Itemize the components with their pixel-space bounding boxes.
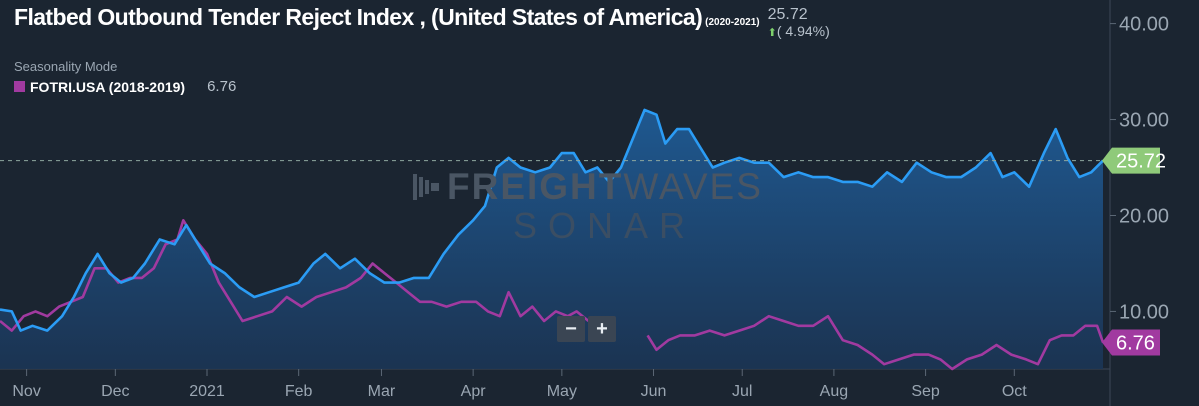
primary-value-badge-shape — [1102, 147, 1160, 174]
legend-swatch — [14, 81, 25, 92]
x-tick-label: Sep — [911, 383, 940, 400]
x-tick-label: Nov — [12, 383, 40, 400]
y-tick-label: 40.00 — [1119, 14, 1169, 36]
x-tick-label: Feb — [285, 383, 313, 400]
change-value: ( 4.94%) — [776, 23, 830, 39]
comparison-value-badge-shape — [1102, 329, 1160, 356]
current-value-block: 25.72 ⬆( 4.94%) — [768, 7, 830, 41]
chart-title: Flatbed Outbound Tender Reject Index , (… — [14, 4, 703, 30]
zoom-out-button[interactable]: − — [557, 316, 585, 342]
x-tick-label: May — [547, 383, 577, 400]
x-tick-label: Aug — [820, 383, 848, 400]
title-row: Flatbed Outbound Tender Reject Index , (… — [14, 4, 830, 47]
x-tick-label: Jun — [641, 383, 667, 400]
comparison-line — [646, 314, 1105, 371]
zoom-in-button[interactable]: + — [588, 316, 616, 342]
current-value: 25.72 — [767, 6, 808, 23]
y-tick-label: 20.00 — [1119, 205, 1169, 227]
up-arrow-icon: ⬆ — [767, 27, 777, 39]
value-badges: 25.72 6.76 — [1102, 147, 1166, 356]
x-tick-label: Dec — [101, 383, 129, 400]
x-tick-label: Oct — [1002, 383, 1027, 400]
comparison-series — [0, 219, 1105, 371]
primary-area-fill — [0, 109, 1103, 370]
legend-item-comparison[interactable]: FOTRI.USA (2018-2019) 6.76 — [14, 78, 830, 95]
x-tick-label: Jul — [732, 383, 752, 400]
x-tick-label: Mar — [368, 383, 396, 400]
y-tick-label: 10.00 — [1119, 301, 1169, 323]
comparison-line — [0, 219, 590, 332]
y-tick-label: 30.00 — [1119, 110, 1169, 132]
legend-label: FOTRI.USA (2018-2019) — [30, 78, 186, 95]
chart-period: (2020-2021) — [705, 17, 760, 28]
chart-header: Flatbed Outbound Tender Reject Index , (… — [14, 4, 830, 95]
primary-area — [0, 109, 1103, 370]
legend-value: 6.76 — [207, 78, 237, 95]
change-block: ⬆( 4.94%) — [768, 23, 830, 41]
primary-value-badge-label: 25.72 — [1116, 151, 1166, 173]
x-tick-label: Apr — [461, 383, 487, 400]
x-tick-label: 2021 — [189, 383, 225, 400]
zoom-controls: − + — [557, 316, 619, 342]
comparison-value-badge-label: 6.76 — [1116, 333, 1155, 355]
seasonality-mode-label: Seasonality Mode — [14, 59, 118, 74]
axes: Nov Dec 2021 Feb Mar Apr May Jun Jul Aug Sep Oct 10.… — [0, 0, 1169, 406]
